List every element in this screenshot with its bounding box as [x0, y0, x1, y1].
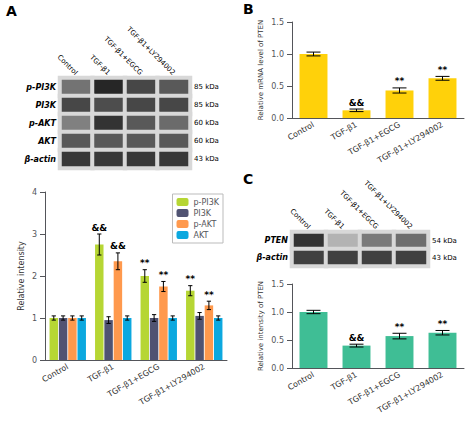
svg-text:TGF-β1+EGCG: TGF-β1+EGCG: [105, 362, 161, 400]
svg-text:TGF-β1+EGCG: TGF-β1+EGCG: [338, 189, 380, 231]
svg-text:TGF-β1: TGF-β1: [322, 207, 346, 231]
svg-text:AKT: AKT: [37, 137, 56, 146]
svg-text:85 kDa: 85 kDa: [194, 101, 219, 109]
svg-text:0.0: 0.0: [271, 364, 284, 373]
svg-text:C: C: [243, 171, 253, 187]
svg-text:A: A: [6, 3, 17, 19]
svg-text:TGF-β1: TGF-β1: [329, 370, 359, 393]
svg-text:60 kDa: 60 kDa: [194, 119, 219, 127]
svg-text:**: **: [140, 258, 150, 268]
svg-text:1.0: 1.0: [271, 50, 284, 59]
svg-text:1.5: 1.5: [271, 280, 284, 289]
svg-text:Relative intensity: Relative intensity: [17, 241, 26, 311]
svg-text:Control: Control: [56, 53, 80, 77]
svg-text:**: **: [159, 270, 169, 280]
svg-text:3: 3: [32, 230, 37, 239]
svg-text:TGF-β1+LY294002: TGF-β1+LY294002: [375, 120, 445, 165]
svg-text:Control: Control: [286, 370, 316, 392]
svg-text:54 kDa: 54 kDa: [432, 237, 457, 245]
svg-text:p-PI3K: p-PI3K: [194, 198, 220, 207]
svg-text:**: **: [395, 76, 405, 86]
svg-text:0.5: 0.5: [271, 336, 284, 345]
svg-text:p-AKT: p-AKT: [28, 119, 56, 128]
svg-text:Relative intensity of PTEN: Relative intensity of PTEN: [257, 281, 265, 371]
svg-text:p-PI3K: p-PI3K: [25, 83, 56, 92]
svg-text:β-actin: β-actin: [256, 253, 289, 262]
svg-text:AKT: AKT: [194, 231, 209, 240]
svg-text:PI3K: PI3K: [35, 101, 56, 110]
svg-text:&&: &&: [349, 98, 365, 108]
svg-text:TGF-β1+LY294002: TGF-β1+LY294002: [362, 179, 414, 231]
svg-text:Control: Control: [40, 362, 70, 384]
svg-text:**: **: [395, 322, 405, 332]
svg-text:**: **: [186, 274, 196, 284]
svg-text:p-AKT: p-AKT: [194, 220, 217, 229]
svg-text:&&: &&: [91, 223, 107, 233]
svg-text:PI3K: PI3K: [194, 209, 212, 218]
svg-text:0: 0: [32, 356, 37, 365]
svg-text:85 kDa: 85 kDa: [194, 83, 219, 91]
svg-text:43 kDa: 43 kDa: [432, 254, 457, 262]
svg-text:&&: &&: [349, 333, 365, 343]
svg-text:1: 1: [32, 314, 37, 323]
svg-text:60 kDa: 60 kDa: [194, 137, 219, 145]
svg-text:1.5: 1.5: [271, 18, 284, 27]
svg-text:Relative mRNA level of PTEN: Relative mRNA level of PTEN: [257, 20, 265, 120]
svg-text:Control: Control: [286, 120, 316, 142]
svg-text:1.0: 1.0: [271, 308, 284, 317]
svg-text:&&: &&: [110, 241, 126, 251]
svg-text:2: 2: [32, 272, 37, 281]
svg-text:TGF-β1+LY294002: TGF-β1+LY294002: [137, 362, 207, 407]
svg-text:**: **: [204, 290, 214, 300]
svg-text:B: B: [243, 1, 254, 17]
svg-text:0.0: 0.0: [271, 114, 284, 123]
svg-text:TGF-β1: TGF-β1: [85, 362, 115, 385]
svg-text:TGF-β1+EGCG: TGF-β1+EGCG: [346, 370, 402, 408]
svg-text:**: **: [438, 65, 448, 75]
svg-text:TGF-β1+LY294002: TGF-β1+LY294002: [375, 370, 445, 415]
svg-text:0.5: 0.5: [271, 82, 284, 91]
svg-text:β-actin: β-actin: [24, 155, 57, 164]
svg-text:TGF-β1+LY294002: TGF-β1+LY294002: [124, 25, 176, 77]
svg-text:TGF-β1: TGF-β1: [329, 120, 359, 143]
svg-text:TGF-β1+EGCG: TGF-β1+EGCG: [346, 120, 402, 158]
svg-text:TGF-β1+EGCG: TGF-β1+EGCG: [102, 35, 145, 77]
svg-text:TGF-β1: TGF-β1: [87, 53, 111, 77]
svg-text:PTEN: PTEN: [265, 236, 289, 245]
svg-text:4: 4: [32, 188, 37, 197]
svg-text:43 kDa: 43 kDa: [194, 155, 219, 163]
svg-text:**: **: [438, 319, 448, 329]
svg-text:Control: Control: [288, 207, 312, 231]
